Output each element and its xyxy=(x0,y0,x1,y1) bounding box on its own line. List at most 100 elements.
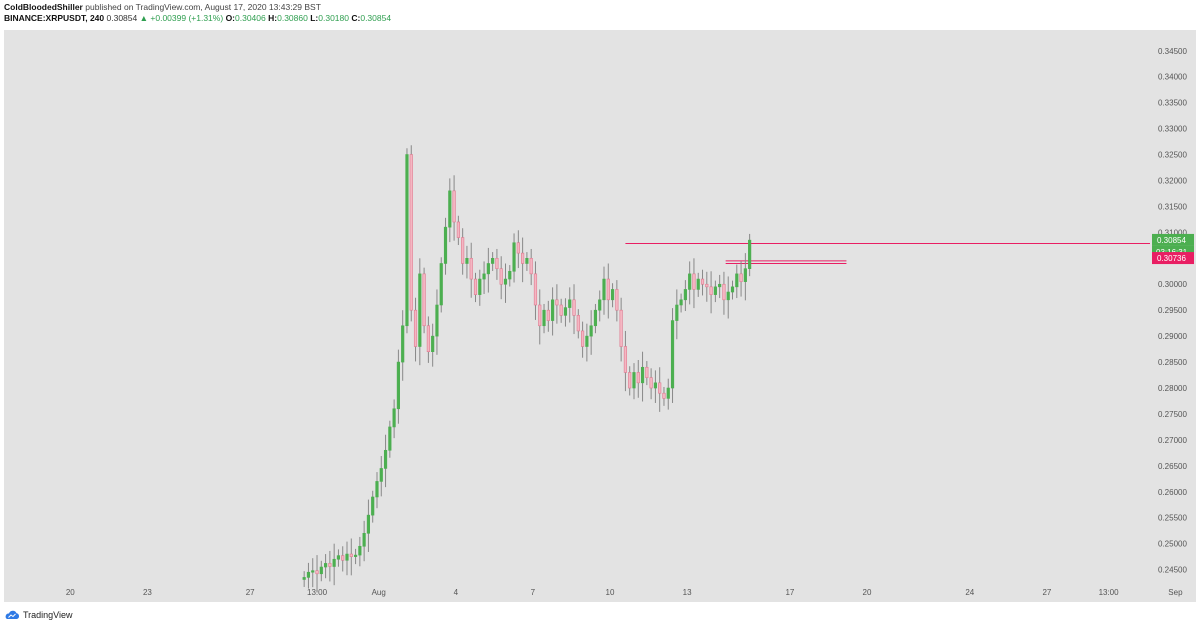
candle-up xyxy=(743,268,747,282)
footer: TradingView xyxy=(4,608,73,622)
candle-up xyxy=(675,304,679,321)
price-tick-label: 0.31500 xyxy=(1158,202,1187,211)
candle-up xyxy=(319,566,323,575)
price-tags: 0.3085403:16:310.30736 xyxy=(1152,233,1194,265)
candle-down xyxy=(581,330,585,347)
author-name[interactable]: ColdBloodedShiller xyxy=(4,2,83,12)
drawn-lines xyxy=(625,242,1150,264)
candle-up xyxy=(542,309,546,327)
price-tick-label: 0.24500 xyxy=(1158,566,1187,575)
candle-up xyxy=(585,335,589,347)
candle-up xyxy=(486,263,490,275)
high-label: H: xyxy=(268,13,278,23)
price-tick-label: 0.27500 xyxy=(1158,410,1187,419)
time-tick-label: 27 xyxy=(246,588,255,597)
price-tick-label: 0.34500 xyxy=(1158,47,1187,56)
time-tick-label: 13 xyxy=(683,588,692,597)
candle-down xyxy=(628,372,632,389)
price-tick-label: 0.32000 xyxy=(1158,176,1187,185)
candle-up xyxy=(568,299,572,308)
time-axis[interactable] xyxy=(4,580,1150,602)
symbol-label[interactable]: BINANCE:XRPUSDT, 240 xyxy=(4,13,105,23)
price-tick-label: 0.30000 xyxy=(1158,280,1187,289)
price-tick-label: 0.29000 xyxy=(1158,332,1187,341)
candle-up xyxy=(696,278,700,290)
candle-down xyxy=(422,273,426,327)
candle-down xyxy=(559,304,563,316)
candle-up xyxy=(366,514,371,534)
candle-up xyxy=(666,387,670,399)
candle-down xyxy=(700,278,705,285)
candle-up xyxy=(632,372,636,389)
time-axis-ticks: 20 23 27 13:00 Aug 4 7 10 13 17 20 24 27 13:00 Sep xyxy=(66,588,1183,597)
candle-up xyxy=(491,258,495,264)
candle-up xyxy=(418,273,422,347)
candle-up xyxy=(525,258,529,264)
candle-up xyxy=(358,545,362,556)
candle-up xyxy=(383,449,388,469)
candle-up xyxy=(551,299,555,321)
candle-up xyxy=(679,299,683,306)
candle-up xyxy=(336,555,341,560)
candle-up xyxy=(353,554,358,557)
candle-down xyxy=(636,372,640,384)
candle-down xyxy=(709,286,713,295)
brand-name[interactable]: TradingView xyxy=(23,610,73,620)
candle-up xyxy=(563,307,568,316)
candle-up xyxy=(748,239,752,269)
candle-down xyxy=(341,555,345,561)
candle-down xyxy=(619,309,623,347)
candle-down xyxy=(456,221,460,238)
candle-down xyxy=(606,278,610,301)
candle-down xyxy=(516,242,520,254)
candle-down xyxy=(662,392,666,399)
candles xyxy=(302,145,752,593)
candle-up xyxy=(610,289,615,301)
price-tick-label: 0.29500 xyxy=(1158,306,1187,315)
candle-up xyxy=(362,533,366,547)
candle-down xyxy=(499,268,503,285)
candle-up xyxy=(379,468,383,482)
candle-down xyxy=(469,258,473,280)
candle-down xyxy=(645,366,649,378)
candle-up xyxy=(332,558,336,567)
candle-up xyxy=(345,553,349,561)
candle-up xyxy=(465,258,469,264)
candle-up xyxy=(431,335,435,352)
close-value: 0.30854 xyxy=(360,13,392,23)
candle-up xyxy=(726,291,730,301)
candle-up xyxy=(448,190,452,228)
current-price-tag xyxy=(1152,233,1194,246)
candle-down xyxy=(623,346,628,373)
chart-header: ColdBloodedShiller published on TradingV… xyxy=(4,2,391,24)
candle-up xyxy=(593,309,598,327)
candle-down xyxy=(349,553,353,557)
close-label: C: xyxy=(351,13,361,23)
candle-down xyxy=(328,563,332,567)
time-tick-label: 27 xyxy=(1042,588,1051,597)
candle-down xyxy=(409,154,413,311)
tradingview-cloud-icon xyxy=(5,610,20,619)
candle-up xyxy=(735,273,739,288)
last-price: 0.30854 xyxy=(106,13,138,23)
candle-up xyxy=(443,226,448,264)
candle-up xyxy=(640,366,645,384)
candle-up xyxy=(435,304,439,337)
candle-up xyxy=(512,242,516,272)
time-tick-label: 13:00 xyxy=(307,588,328,597)
time-tick-label: 4 xyxy=(454,588,459,597)
time-tick-label: 10 xyxy=(606,588,615,597)
current-price-label: 0.30854 xyxy=(1157,236,1186,245)
price-axis[interactable] xyxy=(1150,30,1196,602)
candle-up xyxy=(602,278,606,301)
candle-up xyxy=(683,289,687,301)
candle-up xyxy=(306,571,311,578)
candle-down xyxy=(533,273,538,306)
time-tick-label: 7 xyxy=(531,588,536,597)
candle-down xyxy=(538,304,542,327)
candle-down xyxy=(452,190,456,223)
candle-down xyxy=(576,315,580,332)
candle-down xyxy=(529,258,533,275)
candle-up xyxy=(405,154,409,327)
